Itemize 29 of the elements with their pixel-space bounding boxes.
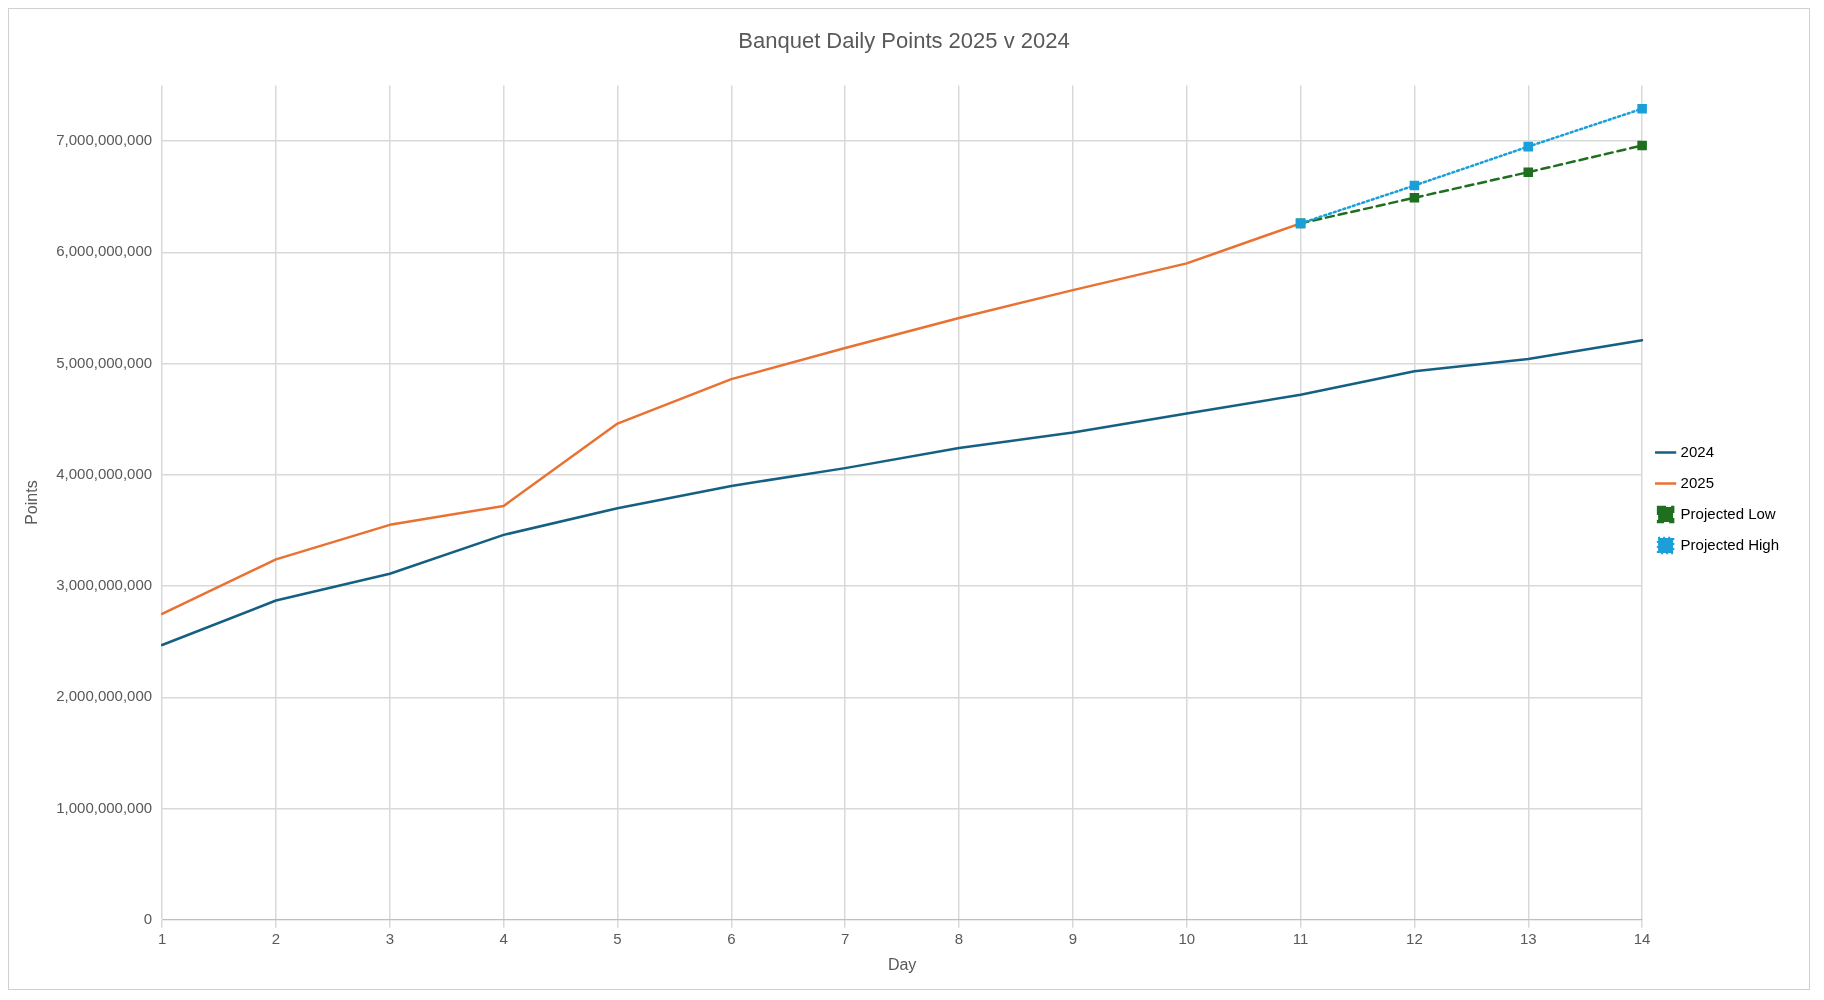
y-tick-label: 0	[143, 909, 153, 927]
legend-label: Projected Low	[1680, 504, 1776, 522]
y-axis-title: Points	[23, 480, 41, 525]
x-tick-label: 10	[1178, 929, 1196, 947]
x-tick-label: 9	[1068, 929, 1078, 947]
chart-title: Banquet Daily Points 2025 v 2024	[738, 28, 1070, 54]
x-tick-label: 1	[157, 929, 167, 947]
y-tick-label: 2,000,000,000	[56, 687, 153, 705]
x-tick-label: 14	[1633, 929, 1651, 947]
y-tick-label: 5,000,000,000	[56, 353, 153, 371]
x-tick-label: 12	[1406, 929, 1423, 947]
x-tick-label: 8	[954, 929, 964, 947]
x-tick-label: 13	[1519, 929, 1537, 947]
x-tick-label: 4	[499, 929, 508, 947]
legend-label: 2024	[1680, 442, 1714, 460]
legend-label: Projected High	[1680, 535, 1779, 553]
x-tick-label: 3	[385, 929, 394, 947]
x-tick-label: 5	[613, 929, 622, 947]
y-tick-label: 1,000,000,000	[56, 798, 153, 816]
x-tick-label: 2	[271, 929, 281, 947]
x-tick-label: 11	[1292, 929, 1309, 947]
x-axis-title: Day	[887, 955, 917, 973]
y-tick-label: 3,000,000,000	[56, 576, 153, 594]
y-tick-label: 7,000,000,000	[56, 131, 153, 149]
x-tick-label: 6	[727, 929, 736, 947]
x-tick-label: 7	[841, 929, 850, 947]
y-tick-label: 6,000,000,000	[56, 242, 153, 260]
legend-label: 2025	[1680, 473, 1714, 491]
y-tick-label: 4,000,000,000	[56, 464, 153, 482]
